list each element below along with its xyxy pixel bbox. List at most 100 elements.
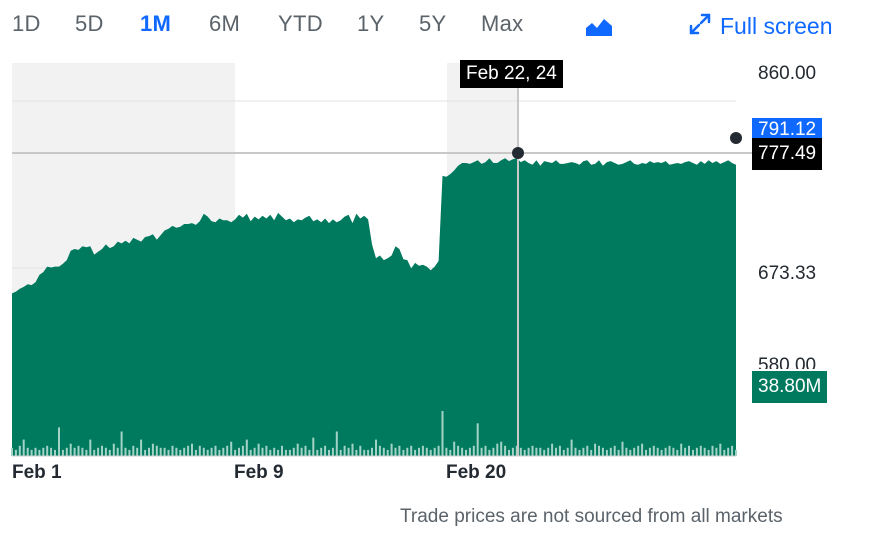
volume-bar — [449, 449, 452, 456]
volume-bar — [124, 447, 127, 456]
volume-bar — [347, 447, 350, 456]
current-price-tag: 791.12 — [752, 118, 823, 142]
price-area — [12, 158, 736, 457]
y-tick-673: 673.33 — [758, 263, 817, 284]
volume-bar — [331, 447, 334, 456]
volume-bar — [46, 445, 49, 456]
volume-bar — [304, 445, 307, 456]
volume-bar — [234, 449, 237, 456]
volume-bar — [547, 447, 550, 456]
volume-bar — [371, 447, 373, 456]
volume-bar — [527, 447, 530, 456]
volume-bar — [288, 449, 291, 456]
mountain-chart-icon[interactable] — [585, 14, 613, 38]
volume-bar — [723, 449, 726, 456]
volume-bar — [202, 447, 205, 456]
volume-bar — [198, 445, 201, 456]
volume-bar — [605, 449, 608, 456]
volume-bar — [476, 423, 479, 456]
range-1m-button[interactable]: 1M — [140, 11, 172, 36]
volume-bar — [148, 447, 150, 456]
volume-bar — [531, 445, 534, 456]
volume-bar — [488, 449, 491, 456]
crosshair-date-label: Feb 22, 24 — [466, 63, 557, 84]
volume-bar — [633, 447, 636, 456]
x-tick-feb-9: Feb 9 — [234, 462, 284, 483]
volume-bar — [42, 447, 45, 456]
volume-bar — [578, 449, 581, 456]
volume-bar — [484, 445, 487, 456]
range-ytd-button[interactable]: YTD — [278, 11, 323, 36]
volume-bar — [132, 445, 135, 456]
volume-bar — [359, 445, 362, 456]
range-1d-button[interactable]: 1D — [12, 11, 41, 36]
full-screen-label: Full screen — [720, 13, 833, 39]
volume-bar — [363, 449, 366, 456]
volume-bar — [418, 447, 420, 456]
volume-bar — [656, 447, 659, 456]
volume-bar — [562, 449, 565, 456]
volume-bar — [171, 445, 174, 456]
volume-bar — [645, 449, 647, 456]
full-screen-button[interactable]: Full screen — [688, 12, 832, 41]
volume-bar — [328, 449, 330, 456]
volume-bar — [375, 439, 377, 456]
volume-bar — [324, 445, 327, 456]
crosshair-price-label: 777.49 — [758, 143, 817, 164]
volume-bar — [218, 449, 221, 456]
volume-bar — [676, 449, 679, 456]
volume-bar — [570, 439, 573, 456]
volume-bar — [523, 449, 526, 456]
volume-bar — [468, 447, 471, 456]
volume-bar — [688, 445, 690, 456]
volume-bar — [93, 449, 96, 456]
volume-bar — [128, 449, 131, 456]
volume-bar — [539, 447, 542, 456]
volume-bar — [159, 447, 162, 456]
volume-bar — [555, 447, 557, 456]
current-price-label: 791.12 — [758, 119, 817, 140]
volume-bar — [590, 449, 593, 456]
x-tick-feb-1: Feb 1 — [12, 462, 62, 483]
volume-bar — [343, 445, 346, 456]
disclaimer-text: Trade prices are not sourced from all ma… — [400, 506, 783, 527]
range-5d-button[interactable]: 5D — [75, 11, 104, 36]
volume-bar — [30, 449, 33, 456]
volume-bar — [453, 441, 456, 456]
volume-bar — [558, 445, 561, 456]
volume-bar — [245, 439, 248, 456]
volume-bar — [144, 449, 147, 456]
price-chart[interactable] — [0, 55, 880, 465]
volume-bar — [120, 431, 123, 456]
y-tick-580: 580.00 — [758, 355, 817, 369]
volume-bar — [136, 447, 139, 456]
volume-bar — [629, 449, 632, 456]
volume-bar — [97, 447, 100, 456]
volume-bar — [421, 445, 424, 456]
volume-bar — [551, 443, 554, 456]
volume-bar — [414, 449, 417, 456]
volume-bar — [465, 449, 467, 456]
range-5y-button[interactable]: 5Y — [419, 11, 447, 36]
expand-arrows-icon — [688, 12, 712, 41]
volume-bar — [351, 443, 354, 456]
volume-bar — [390, 443, 393, 456]
volume-bar — [695, 447, 698, 456]
volume-bar — [394, 447, 397, 456]
volume-label: 38.80M — [758, 376, 822, 397]
volume-bar — [613, 445, 616, 456]
volume-bar — [296, 443, 299, 456]
range-1y-button[interactable]: 1Y — [357, 11, 385, 36]
volume-bar — [230, 441, 233, 456]
volume-bar — [101, 445, 103, 456]
range-6m-button[interactable]: 6M — [209, 11, 241, 36]
x-tick-feb-20: Feb 20 — [446, 462, 507, 483]
volume-bar — [699, 445, 702, 456]
volume-bar — [339, 449, 342, 456]
volume-bar — [727, 447, 730, 456]
volume-bar — [684, 447, 687, 456]
volume-bar — [316, 449, 319, 456]
volume-bar — [253, 447, 256, 456]
range-max-button[interactable]: Max — [481, 11, 524, 36]
volume-bar — [386, 449, 389, 456]
